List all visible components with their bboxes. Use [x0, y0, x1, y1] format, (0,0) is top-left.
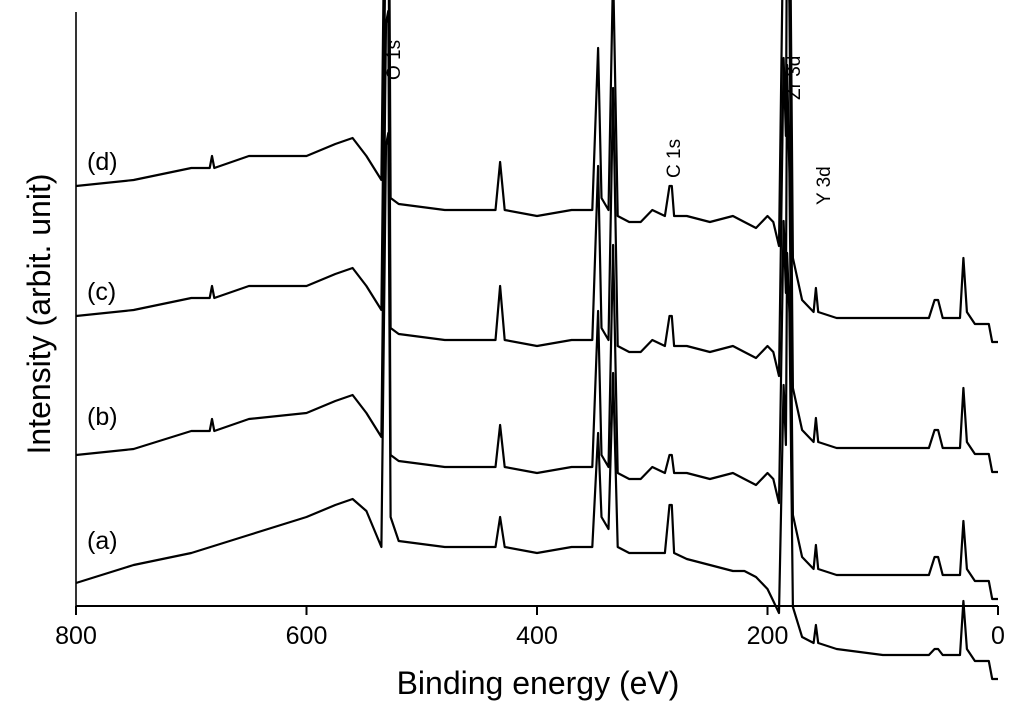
x-axis-title: Binding energy (eV) [397, 665, 680, 701]
x-tick-label: 400 [516, 622, 558, 650]
peak-label-y-3d: Y 3d [814, 166, 835, 205]
series-labels: (a) (b) (c) (d) [87, 148, 118, 555]
series-label-d: (d) [87, 148, 118, 176]
x-tick-label: 800 [55, 622, 97, 650]
series-label-a: (a) [87, 527, 118, 555]
plot-area [75, 0, 998, 681]
axes [75, 12, 998, 607]
peak-annotations: O 1s C 1s Zr 3d Y 3d [384, 40, 835, 205]
x-tick-label: 0 [991, 622, 1005, 650]
y-axis-title: Intensity (arbit. unit) [21, 174, 57, 455]
x-tick-label: 200 [747, 622, 789, 650]
series-line-c [75, 0, 998, 474]
peak-label-o-1s: O 1s [384, 40, 405, 80]
peak-label-c-1s: C 1s [664, 139, 685, 178]
series-label-c: (c) [87, 278, 116, 306]
peak-label-zr-3d: Zr 3d [784, 56, 805, 100]
series-line-b [75, 9, 998, 601]
series-label-b: (b) [87, 403, 118, 431]
series-line-d [75, 0, 998, 344]
x-tick-label: 600 [286, 622, 328, 650]
x-ticks: 800 600 400 200 0 [55, 606, 1005, 650]
